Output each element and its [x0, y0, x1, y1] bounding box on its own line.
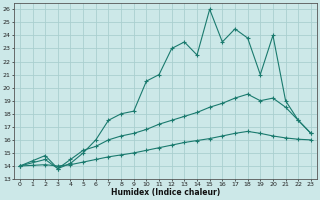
X-axis label: Humidex (Indice chaleur): Humidex (Indice chaleur)	[111, 188, 220, 197]
